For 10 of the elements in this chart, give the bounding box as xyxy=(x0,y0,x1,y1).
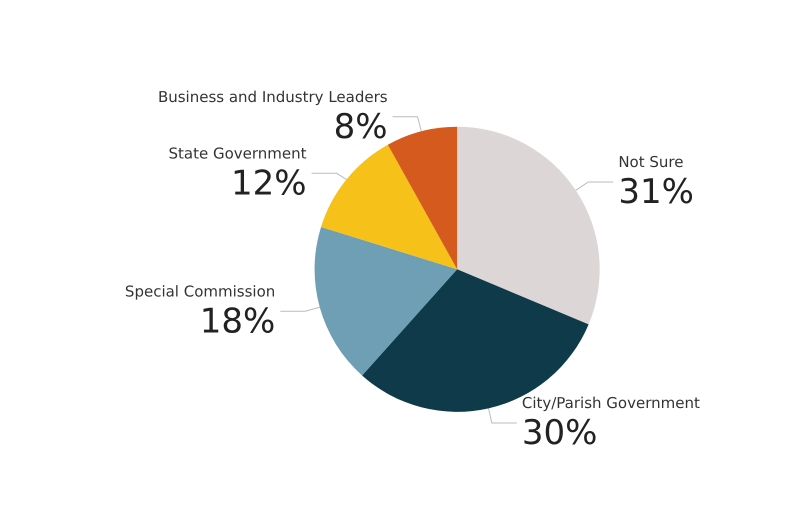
data-label: 12% xyxy=(230,163,307,204)
slice-label: State Government xyxy=(168,144,307,162)
slice-label: Not Sure xyxy=(618,153,684,172)
slice-label: City/Parish Government xyxy=(522,394,700,412)
slice-label: Business and Industry Leaders xyxy=(158,88,388,106)
slice-label: Special Commission xyxy=(124,282,276,300)
data-label: 30% xyxy=(522,412,598,453)
data-label: 18% xyxy=(200,301,276,342)
data-label: 8% xyxy=(334,106,388,147)
data-label: 31% xyxy=(618,172,694,212)
